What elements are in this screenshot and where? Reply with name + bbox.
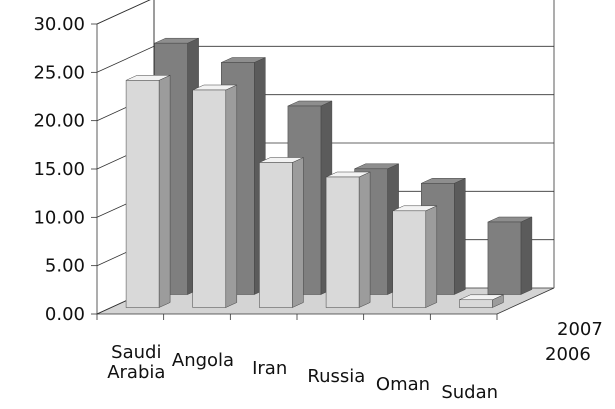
gridline xyxy=(96,45,554,73)
y-tick-label: 10.00 xyxy=(33,207,85,228)
y-tick-label: 25.00 xyxy=(33,62,85,83)
depth-axis-label: 2007 xyxy=(557,319,603,340)
y-tick-label: 30.00 xyxy=(33,14,85,35)
y-tick-label: 20.00 xyxy=(33,111,85,132)
bar-2006-1 xyxy=(192,84,238,308)
x-tick-label: Oman xyxy=(376,374,430,395)
x-tick-label: Russia xyxy=(307,366,365,387)
x-tick-label: Angola xyxy=(172,350,234,371)
x-axis-labels: Saudi Arabia Angola Iran Russia Oman Sudan xyxy=(107,342,498,403)
bar-2007-5 xyxy=(487,216,533,295)
bar-2006-2 xyxy=(259,157,304,308)
x-tick-label: Iran xyxy=(252,358,287,379)
depth-axis-labels: 2007 2006 xyxy=(545,319,603,365)
bar-2006-4 xyxy=(392,205,438,308)
y-tick-label: 5.00 xyxy=(45,256,85,277)
depth-axis-label: 2006 xyxy=(545,344,591,365)
bars xyxy=(125,37,533,308)
bar-2006-0 xyxy=(125,74,171,308)
bar-2006-3 xyxy=(325,171,371,308)
gridline xyxy=(96,0,151,25)
y-tick-label: 0.00 xyxy=(45,304,85,325)
x-tick-label: Sudan xyxy=(441,382,498,403)
x-tick-label: Saudi Arabia xyxy=(107,342,165,383)
bar-2006-5 xyxy=(459,294,504,308)
y-tick-label: 15.00 xyxy=(33,159,85,180)
y-axis-labels: 0.00 5.00 10.00 15.00 20.00 25.00 30.00 xyxy=(33,14,85,325)
